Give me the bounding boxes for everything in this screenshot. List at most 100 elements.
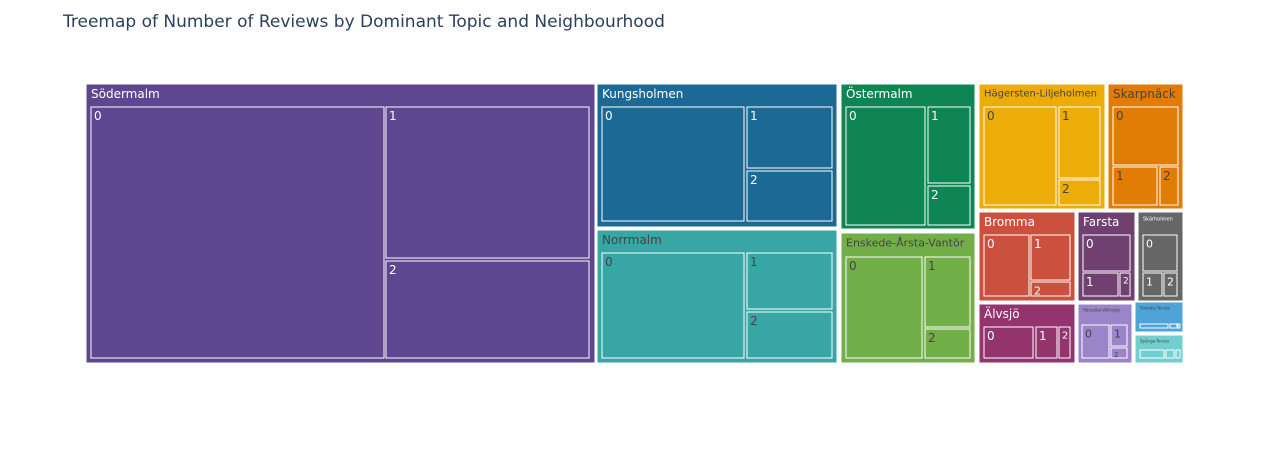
treemap-label-skarholmen: Skärholmen (1143, 216, 1173, 222)
treemap-tile-farsta-topic-2[interactable] (1119, 272, 1131, 297)
treemap-label-ostermalm-topic-1: 1 (931, 109, 939, 123)
treemap-label-bromma-topic-0: 0 (987, 237, 995, 251)
treemap-label-hasselby-vallingby: Hässelby-Vällingby (1083, 307, 1121, 312)
treemap-group-alvsjo[interactable]: Älvsjö 0 1 2 (978, 303, 1076, 364)
treemap-tile-alvsjo-topic-2[interactable] (1058, 326, 1071, 359)
treemap-tile-kungsholmen-topic-2[interactable] (746, 170, 833, 222)
treemap-label-rinkeby-tensta: Rinkeby-Tensta (1140, 305, 1170, 310)
treemap-label-enskede-arsta-vantor: Enskede-Årsta-Vantör (846, 236, 965, 249)
treemap-label-norrmalm-topic-1: 1 (750, 255, 758, 269)
treemap-tile-hagersten-liljeholmen-topic-2[interactable] (1058, 179, 1101, 206)
treemap-label-farsta-topic-0: 0 (1086, 237, 1094, 251)
treemap-tile-alvsjo-topic-1[interactable] (1035, 326, 1058, 359)
treemap-tile-hasselby-vallingby-topic-1[interactable] (1110, 324, 1128, 347)
treemap-tile-skarholmen-topic-2[interactable] (1163, 272, 1178, 297)
treemap-tile-ostermalm-topic-2[interactable] (927, 185, 971, 226)
treemap-tile-bromma-topic-0[interactable] (983, 234, 1030, 297)
treemap-label-norrmalm: Norrmalm (602, 233, 662, 247)
treemap-tile-spanga-tensta-topic-2[interactable] (1175, 349, 1181, 359)
treemap-tile-alvsjo-topic-0[interactable] (983, 326, 1034, 359)
treemap-tile-hagersten-liljeholmen-topic-0[interactable] (983, 106, 1057, 206)
treemap-label-enskede-arsta-vantor-topic-2: 2 (928, 331, 936, 345)
treemap-label-hagersten-liljeholmen-topic-2: 2 (1062, 182, 1070, 196)
treemap-tile-bromma-topic-1[interactable] (1030, 234, 1071, 281)
treemap-label-sodermalm: Södermalm (91, 87, 160, 101)
treemap-label-skarholmen-topic-2: 2 (1167, 275, 1174, 288)
treemap-group-spanga-tensta[interactable]: Spånga-Tensta (1134, 334, 1184, 364)
treemap-tile-sodermalm-topic-1[interactable] (385, 106, 590, 259)
treemap-tile-skarholmen-topic-1[interactable] (1142, 272, 1163, 297)
treemap-group-enskede-arsta-vantor[interactable]: Enskede-Årsta-Vantör 0 1 2 (840, 232, 976, 364)
treemap-label-sodermalm-topic-2: 2 (389, 263, 397, 277)
treemap-tile-skarpnack-topic-0[interactable] (1112, 106, 1179, 166)
treemap-tile-skarholmen-topic-0[interactable] (1142, 234, 1178, 272)
treemap-label-enskede-arsta-vantor-topic-0: 0 (849, 259, 857, 273)
treemap-label-hasselby-vallingby-topic-0: 0 (1085, 327, 1092, 340)
treemap-group-norrmalm[interactable]: Norrmalm 0 1 2 (596, 229, 838, 364)
treemap-label-bromma: Bromma (984, 215, 1035, 229)
treemap-label-farsta: Farsta (1083, 215, 1119, 229)
treemap-tile-hasselby-vallingby-topic-2[interactable] (1110, 347, 1128, 359)
treemap-label-hasselby-vallingby-topic-1: 1 (1114, 327, 1121, 340)
treemap-label-kungsholmen-topic-1: 1 (750, 109, 758, 123)
treemap-label-alvsjo-topic-0: 0 (987, 329, 995, 343)
treemap-tile-rinkeby-tensta-topic-0[interactable] (1139, 323, 1169, 329)
treemap-label-sodermalm-topic-0: 0 (94, 109, 102, 123)
treemap-tile-hagersten-liljeholmen-topic-1[interactable] (1058, 106, 1101, 179)
treemap-group-rinkeby-tensta[interactable]: Rinkeby-Tensta (1134, 301, 1184, 333)
treemap-tile-norrmalm-topic-1[interactable] (746, 252, 833, 310)
treemap-label-hagersten-liljeholmen-topic-0: 0 (987, 109, 995, 123)
treemap-tile-skarpnack-topic-2[interactable] (1159, 166, 1179, 206)
treemap-tile-hasselby-vallingby-topic-0[interactable] (1081, 324, 1110, 359)
treemap-group-skarholmen[interactable]: Skärholmen 0 1 2 (1137, 211, 1184, 302)
treemap-label-ostermalm-topic-2: 2 (931, 188, 939, 202)
treemap-tile-sodermalm-topic-2[interactable] (385, 260, 590, 359)
treemap-label-skarholmen-topic-0: 0 (1146, 237, 1153, 250)
treemap-label-hagersten-liljeholmen: Hägersten-Liljeholmen (984, 89, 1097, 100)
treemap-tile-farsta-topic-0[interactable] (1082, 234, 1131, 272)
treemap-label-farsta-topic-1: 1 (1086, 275, 1094, 289)
treemap-label-hagersten-liljeholmen-topic-1: 1 (1062, 109, 1070, 123)
treemap-label-skarpnack: Skarpnäck (1113, 87, 1176, 101)
treemap-tile-ostermalm-topic-0[interactable] (845, 106, 926, 226)
chart-title: Treemap of Number of Reviews by Dominant… (63, 12, 665, 32)
treemap-label-bromma-topic-2: 2 (1034, 284, 1041, 297)
treemap-label-ostermalm: Östermalm (846, 85, 913, 101)
treemap-group-skarpnack[interactable]: Skarpnäck 0 1 2 (1107, 83, 1184, 210)
treemap-label-skarpnack-topic-2: 2 (1163, 169, 1171, 183)
treemap-tile-farsta-topic-1[interactable] (1082, 272, 1119, 297)
treemap-label-norrmalm-topic-0: 0 (605, 255, 613, 269)
treemap-tile-bromma-topic-2[interactable] (1030, 281, 1071, 297)
treemap-tile-skarpnack-topic-1[interactable] (1112, 166, 1158, 206)
treemap-tile-norrmalm-topic-0[interactable] (601, 252, 745, 359)
treemap-tile-spanga-tensta-topic-0[interactable] (1139, 349, 1165, 359)
treemap-group-hagersten-liljeholmen[interactable]: Hägersten-Liljeholmen 0 1 2 (978, 83, 1106, 210)
treemap-group-bromma[interactable]: Bromma 0 1 2 (978, 211, 1076, 302)
treemap-tile-spanga-tensta-topic-1[interactable] (1165, 349, 1175, 359)
treemap-tile-enskede-arsta-vantor-topic-1[interactable] (924, 256, 971, 328)
treemap-tile-kungsholmen-topic-0[interactable] (601, 106, 745, 222)
treemap-tile-enskede-arsta-vantor-topic-0[interactable] (845, 256, 923, 359)
treemap-tile-ostermalm-topic-1[interactable] (927, 106, 971, 184)
treemap-label-kungsholmen: Kungsholmen (602, 87, 683, 101)
treemap-label-alvsjo-topic-1: 1 (1039, 329, 1047, 343)
treemap-tile-enskede-arsta-vantor-topic-2[interactable] (924, 328, 971, 359)
treemap-label-ostermalm-topic-0: 0 (849, 109, 857, 123)
treemap-label-kungsholmen-topic-0: 0 (605, 109, 613, 123)
treemap-tile-rinkeby-tensta-topic-2[interactable] (1177, 323, 1181, 329)
treemap-group-sodermalm[interactable]: Södermalm 0 1 2 (85, 83, 596, 364)
treemap-tile-kungsholmen-topic-1[interactable] (746, 106, 833, 169)
treemap-label-alvsjo: Älvsjö (984, 306, 1020, 321)
treemap-label-kungsholmen-topic-2: 2 (750, 173, 758, 187)
treemap-group-ostermalm[interactable]: Östermalm 0 1 2 (840, 83, 976, 230)
treemap-tile-norrmalm-topic-2[interactable] (746, 311, 833, 359)
treemap-tile-rinkeby-tensta-topic-1[interactable] (1169, 323, 1178, 329)
treemap-group-kungsholmen[interactable]: Kungsholmen 0 1 2 (596, 83, 838, 228)
treemap-label-spanga-tensta: Spånga-Tensta (1140, 338, 1170, 343)
treemap-group-farsta[interactable]: Farsta 0 1 2 (1077, 211, 1136, 302)
treemap-group-hasselby-vallingby[interactable]: Hässelby-Vällingby 0 1 2 (1077, 303, 1133, 364)
treemap-label-skarholmen-topic-1: 1 (1146, 275, 1153, 288)
treemap-label-norrmalm-topic-2: 2 (750, 314, 758, 328)
treemap-tile-sodermalm-topic-0[interactable] (90, 106, 385, 359)
